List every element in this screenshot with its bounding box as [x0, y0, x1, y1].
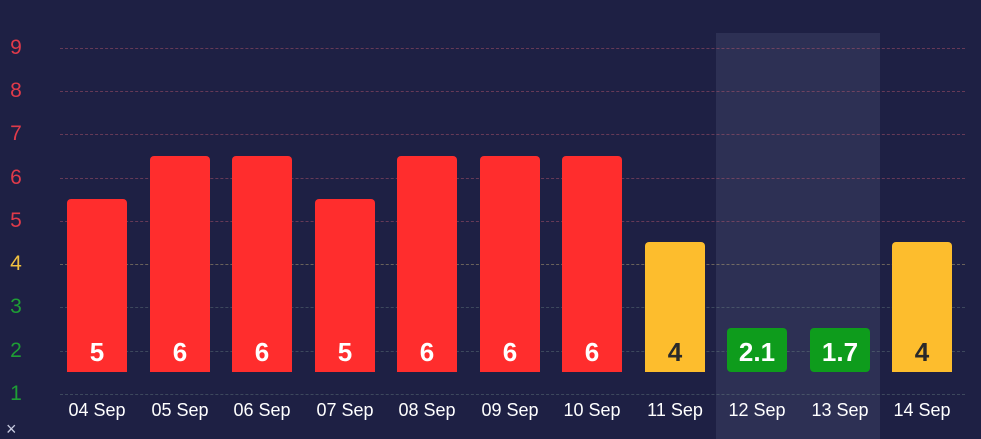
bar-value-label: 4	[914, 337, 930, 367]
y-tick-label: 6	[10, 166, 22, 189]
y-tick-label: 9	[10, 36, 22, 59]
y-tick-label: 2	[10, 339, 22, 362]
y-tick-label: 3	[10, 295, 22, 318]
x-tick-label: 14 Sep	[893, 400, 951, 420]
bar[interactable]: 5	[315, 199, 375, 372]
y-tick-label: 5	[10, 209, 22, 232]
bar-value-label: 1.7	[821, 337, 859, 367]
y-tick-label: 7	[10, 122, 22, 145]
close-icon[interactable]: ×	[6, 419, 17, 439]
bar-value-label: 2.1	[738, 337, 776, 367]
x-tick-label: 09 Sep	[481, 400, 539, 420]
x-tick-label: 05 Sep	[151, 400, 209, 420]
bar-value-label: 6	[584, 337, 600, 367]
y-tick-label: 4	[10, 252, 22, 275]
bar-value-label: 5	[337, 337, 353, 367]
bar[interactable]: 1.7	[810, 328, 870, 372]
bar-value-label: 4	[667, 337, 683, 367]
x-tick-label: 06 Sep	[233, 400, 291, 420]
bar-value-label: 6	[502, 337, 518, 367]
bar[interactable]: 5	[67, 199, 127, 372]
y-tick-label: 1	[10, 382, 22, 405]
bar[interactable]: 4	[892, 242, 952, 372]
x-tick-label: 08 Sep	[398, 400, 456, 420]
x-tick-label: 04 Sep	[68, 400, 126, 420]
bar[interactable]: 6	[397, 156, 457, 372]
bar[interactable]: 4	[645, 242, 705, 372]
gridline	[60, 394, 965, 395]
bar-value-label: 6	[254, 337, 270, 367]
x-tick-label: 12 Sep	[728, 400, 786, 420]
bar[interactable]: 6	[562, 156, 622, 372]
x-tick-label: 10 Sep	[563, 400, 621, 420]
y-tick-label: 8	[10, 79, 22, 102]
bar-value-label: 5	[89, 337, 105, 367]
bar[interactable]: 2.1	[727, 328, 787, 372]
bar[interactable]: 6	[480, 156, 540, 372]
x-tick-label: 13 Sep	[811, 400, 869, 420]
x-tick-label: 07 Sep	[316, 400, 374, 420]
gridline	[60, 48, 965, 49]
bar[interactable]: 6	[150, 156, 210, 372]
bar-value-label: 6	[172, 337, 188, 367]
x-tick-label: 11 Sep	[647, 400, 703, 420]
gridline	[60, 91, 965, 92]
highlight-band	[716, 33, 880, 439]
bar[interactable]: 6	[232, 156, 292, 372]
gridline	[60, 134, 965, 135]
bar-value-label: 6	[419, 337, 435, 367]
